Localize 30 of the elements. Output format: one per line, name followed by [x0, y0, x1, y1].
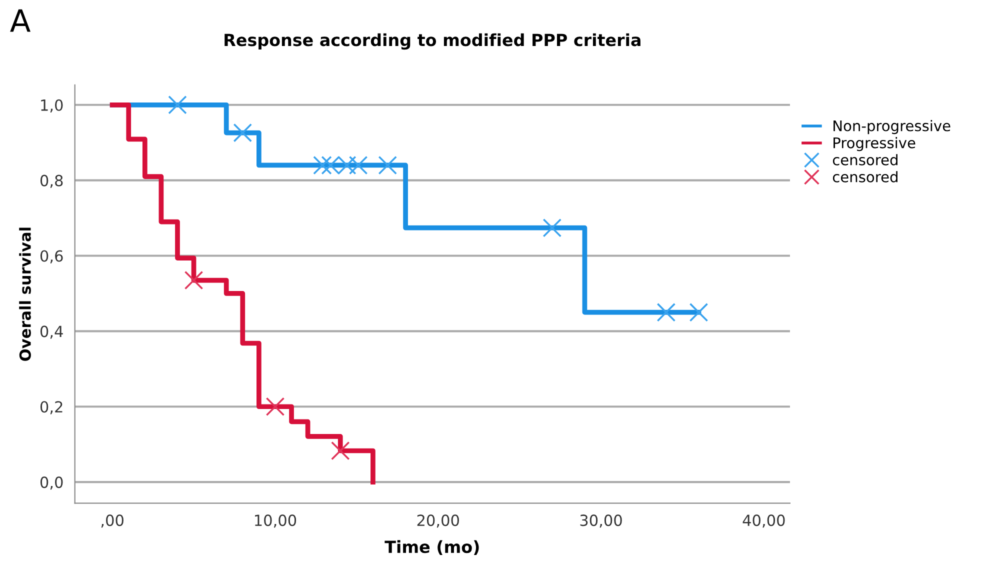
x-tick-label: ,00	[101, 514, 124, 528]
point	[233, 123, 252, 142]
point	[656, 302, 676, 322]
y-tick-label: 0,2	[40, 401, 62, 414]
point	[266, 397, 285, 416]
legend-label: censored	[832, 171, 898, 182]
y-tick-label: 0,6	[40, 250, 63, 264]
legend-label: Non-progressive	[834, 120, 950, 134]
x-tick-label: 30,00	[580, 514, 622, 528]
y-tick-label: 0,0	[40, 476, 63, 490]
point	[689, 302, 708, 322]
point	[378, 156, 398, 175]
x-tick-label: 20,00	[417, 514, 459, 528]
x-tick-label: 40,00	[742, 514, 785, 528]
y-tick-label: 0,4	[40, 326, 63, 339]
x-axis-title: Time (mo)	[384, 540, 479, 556]
legend-label: censored	[832, 154, 898, 166]
point	[330, 441, 350, 460]
point	[542, 218, 562, 238]
chart-title: Response according to modified PPP criteria	[224, 33, 640, 50]
y-tick-label: 1,0	[41, 99, 63, 112]
point	[313, 156, 332, 175]
y-tick-label: 0,8	[40, 174, 63, 188]
y-axis-title: Overall survival	[19, 228, 31, 361]
x-tick-label: 10,00	[255, 514, 296, 528]
text: A	[10, 9, 30, 32]
legend-label: Progressive	[834, 137, 916, 152]
point	[168, 95, 187, 114]
point	[348, 156, 368, 175]
point	[184, 270, 204, 290]
